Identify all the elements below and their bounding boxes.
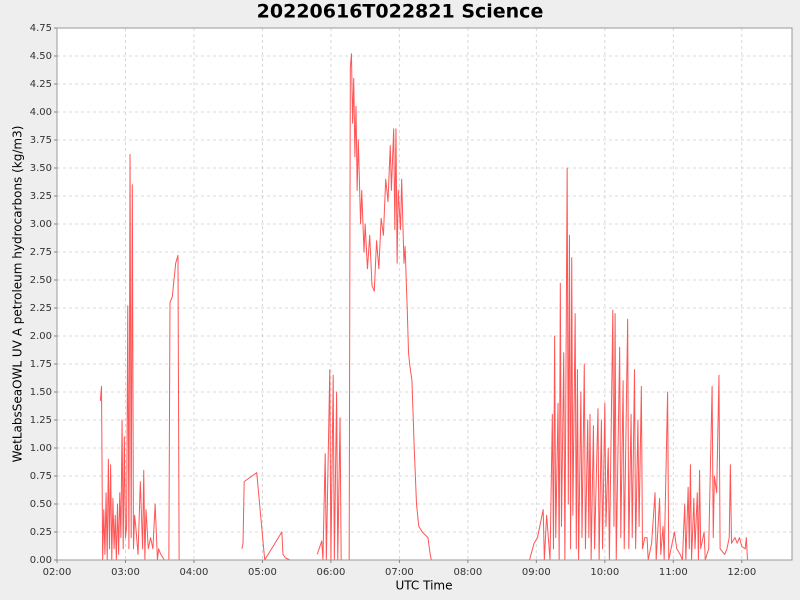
x-tick-label: 12:00 [727, 567, 756, 578]
x-tick-label: 03:00 [111, 567, 140, 578]
x-tick-label: 02:00 [43, 567, 72, 578]
y-tick-label: 3.00 [30, 219, 52, 230]
x-tick-label: 05:00 [248, 567, 277, 578]
y-tick-label: 0.00 [30, 555, 52, 566]
y-tick-label: 0.50 [30, 499, 52, 510]
x-tick-label: 11:00 [659, 567, 688, 578]
y-tick-label: 4.00 [30, 107, 52, 118]
y-tick-label: 1.25 [30, 415, 52, 426]
y-tick-label: 2.75 [30, 247, 52, 258]
x-tick-label: 06:00 [316, 567, 345, 578]
y-tick-label: 4.75 [30, 23, 52, 34]
y-axis-label: WetLabsSeaOWL UV A petroleum hydrocarbon… [11, 126, 25, 463]
x-tick-label: 04:00 [180, 567, 209, 578]
y-tick-label: 1.75 [30, 359, 52, 370]
y-tick-label: 0.25 [30, 527, 52, 538]
y-tick-label: 2.50 [30, 275, 52, 286]
x-tick-label: 10:00 [590, 567, 619, 578]
plot-area [57, 28, 792, 560]
y-tick-label: 2.00 [30, 331, 52, 342]
y-tick-label: 1.00 [30, 443, 52, 454]
x-tick-label: 09:00 [522, 567, 551, 578]
y-tick-label: 2.25 [30, 303, 52, 314]
x-axis-label: UTC Time [396, 579, 453, 593]
x-tick-label: 08:00 [453, 567, 482, 578]
x-tick-label: 07:00 [385, 567, 414, 578]
plot-border [56, 27, 793, 561]
y-tick-label: 4.25 [30, 79, 52, 90]
y-tick-label: 3.25 [30, 191, 52, 202]
y-tick-label: 3.75 [30, 135, 52, 146]
chart-title: 20220616T022821 Science [257, 1, 544, 23]
y-tick-label: 4.50 [30, 51, 52, 62]
y-tick-label: 0.75 [30, 471, 52, 482]
y-tick-label: 3.50 [30, 163, 52, 174]
y-tick-label: 1.50 [30, 387, 52, 398]
